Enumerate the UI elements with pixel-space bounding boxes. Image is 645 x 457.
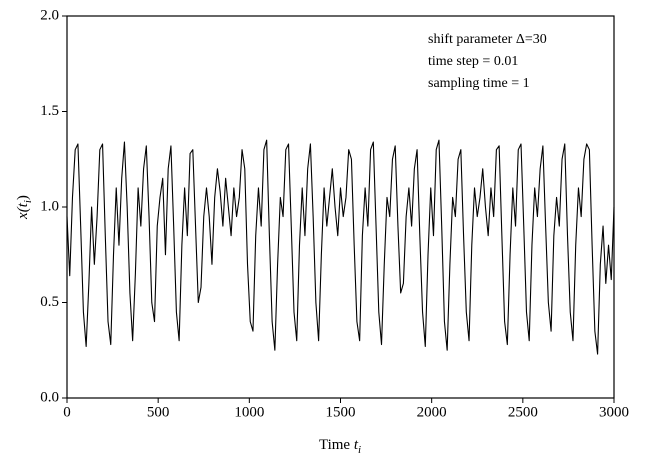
- y-tick-label: 0.0: [40, 389, 59, 405]
- y-label-var: x(t: [15, 202, 31, 220]
- y-tick-label: 1.5: [40, 103, 59, 119]
- x-tick-label: 500: [147, 404, 170, 420]
- x-tick-label: 1500: [326, 404, 356, 420]
- x-tick-label: 1000: [234, 404, 264, 420]
- x-axis-label: Time ti: [319, 437, 361, 455]
- x-tick-label: 3000: [599, 404, 629, 420]
- annotation: sampling time = 1: [428, 76, 530, 91]
- series-line: [66, 139, 615, 355]
- y-tick-label: 0.5: [40, 294, 59, 310]
- y-tick-label: 1.0: [40, 198, 59, 214]
- x-label-sub: i: [358, 444, 361, 456]
- x-tick-label: 0: [63, 404, 71, 420]
- y-tick-label: 2.0: [40, 7, 59, 23]
- y-label-close: ): [15, 195, 31, 200]
- annotation: time step = 0.01: [428, 54, 518, 69]
- y-axis-label: x(ti): [15, 195, 33, 220]
- x-label-var: t: [354, 437, 359, 453]
- x-tick-label: 2500: [508, 404, 538, 420]
- x-tick-label: 2000: [417, 404, 447, 420]
- annotation: shift parameter Δ=30: [428, 32, 547, 47]
- y-label-sub: i: [22, 200, 34, 203]
- x-label-text: Time: [319, 437, 350, 453]
